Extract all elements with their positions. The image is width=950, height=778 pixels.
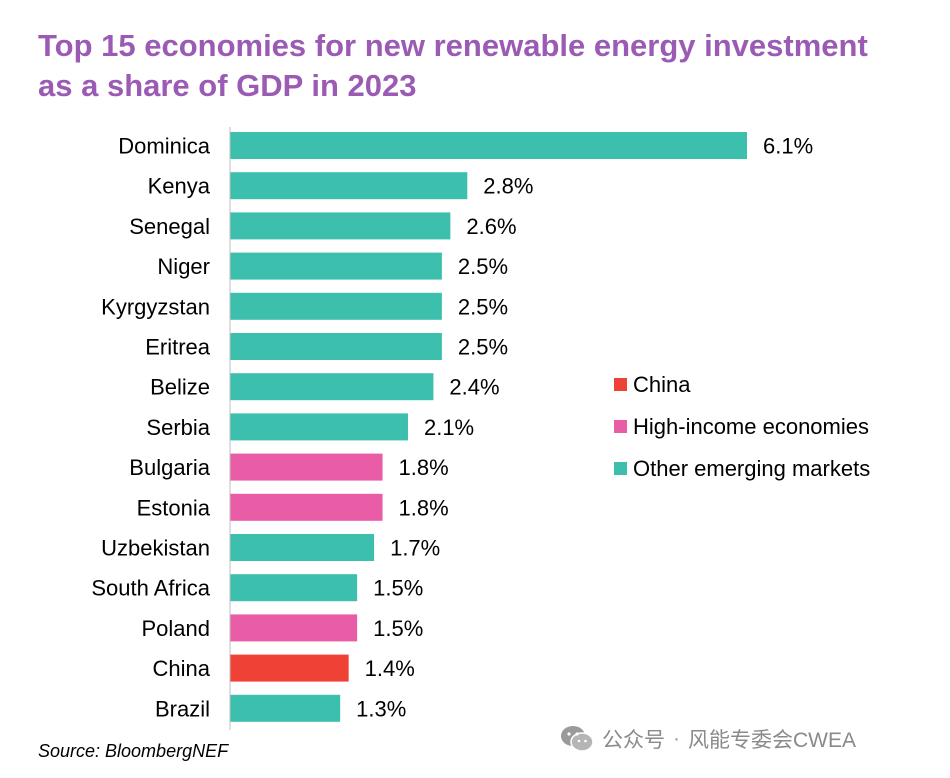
category-label-niger: Niger [157,254,210,279]
bar-uzbekistan [230,534,375,561]
source-note: Source: BloombergNEF [38,741,229,761]
value-label-china: 1.4% [365,656,415,681]
bar-poland [230,614,358,642]
value-label-bulgaria: 1.8% [399,455,449,480]
category-label-eritrea: Eritrea [145,335,211,360]
watermark-name: 风能专委会CWEA [688,729,856,752]
value-label-niger: 2.5% [458,254,508,279]
watermark: 公众号 · 风能专委会CWEA [560,724,856,754]
category-label-south-africa: South Africa [91,576,210,601]
category-label-uzbekistan: Uzbekistan [101,536,210,561]
value-label-belize: 2.4% [449,375,499,400]
bar-kenya [230,172,468,200]
bar-dominica [230,132,747,159]
legend-label-other-emerging-markets: Other emerging markets [633,456,870,481]
bar-serbia [230,413,408,441]
chart-title-line-2: as a share of GDP in 2023 [38,68,417,103]
category-label-brazil: Brazil [155,696,210,721]
legend-label-high-income-economies: High-income economies [633,414,869,439]
bars-group: Dominica 6.1% Kenya 2.8% Senegal 2.6% Niger 2.5… [91,132,813,722]
value-label-senegal: 2.6% [466,214,516,239]
bar-south-africa [230,574,358,602]
category-label-kyrgyzstan: Kyrgyzstan [101,294,210,319]
legend-swatch-high-income-economies [614,420,627,433]
legend-label-china: China [633,372,691,397]
watermark-separator: · [673,727,680,750]
value-label-kenya: 2.8% [483,174,533,199]
value-label-south-africa: 1.5% [373,576,423,601]
value-label-eritrea: 2.5% [458,335,508,360]
chart-title-line-1: Top 15 economies for new renewable energ… [38,28,868,63]
category-label-china: China [153,656,211,681]
wechat-icon [561,726,594,752]
chart-title: Top 15 economies for new renewable energ… [38,26,928,106]
bar-eritrea [230,333,442,360]
bar-niger [230,252,442,280]
legend-swatch-china [614,378,627,391]
category-label-poland: Poland [141,616,210,641]
bar-estonia [230,493,383,521]
value-label-uzbekistan: 1.7% [390,536,440,561]
bar-bulgaria [230,453,383,481]
value-label-serbia: 2.1% [424,415,474,440]
category-label-bulgaria: Bulgaria [129,455,210,480]
value-label-estonia: 1.8% [399,495,449,520]
value-label-poland: 1.5% [373,616,423,641]
category-label-kenya: Kenya [148,174,211,199]
value-label-brazil: 1.3% [356,696,406,721]
category-label-estonia: Estonia [137,495,211,520]
watermark-account: 公众号 [602,729,665,752]
bar-kyrgyzstan [230,292,442,320]
value-label-kyrgyzstan: 2.5% [458,294,508,319]
bar-senegal [230,212,451,240]
value-label-dominica: 6.1% [763,134,813,159]
legend-swatch-other-emerging-markets [614,462,627,475]
bar-brazil [230,694,341,722]
bar-belize [230,373,434,401]
category-label-dominica: Dominica [118,134,210,159]
category-label-serbia: Serbia [146,415,210,440]
bar-china [230,654,349,682]
legend: China High-income economies Other emerging… [614,372,870,481]
category-label-belize: Belize [150,375,210,400]
category-label-senegal: Senegal [129,214,210,239]
